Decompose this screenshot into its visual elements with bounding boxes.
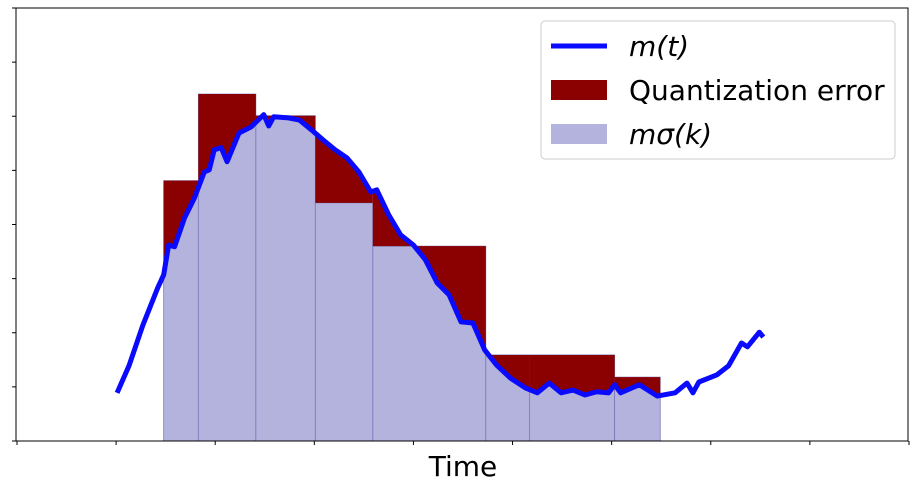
legend-label: Quantization error: [629, 74, 885, 107]
quantization-error: [529, 354, 615, 395]
x-axis-label: Time: [428, 450, 498, 483]
legend-frame: [540, 20, 896, 160]
legend-label: mσ(k): [629, 118, 712, 151]
bar: [314, 202, 374, 442]
line: [114, 112, 766, 399]
legend: m(t) Quantization error mσ(k): [540, 20, 896, 160]
quantization-error: [315, 133, 373, 203]
legend-swatch: [551, 124, 607, 144]
bar: [255, 115, 316, 442]
quantization-error: [485, 351, 530, 390]
legend-swatch: [551, 80, 607, 100]
quantization-error: [614, 377, 661, 397]
legend-label: m(t): [629, 30, 689, 63]
quantization-error: [198, 94, 256, 188]
